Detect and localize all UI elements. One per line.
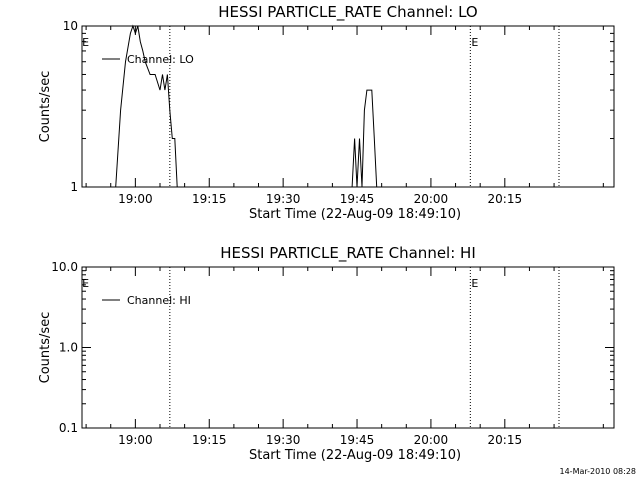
x-tick-label: 19:00: [118, 192, 153, 206]
x-tick-label: 19:15: [192, 433, 227, 447]
chart-title: HESSI PARTICLE_RATE Channel: HI: [220, 244, 476, 263]
panel-hi: HESSI PARTICLE_RATE Channel: HI 0.1 1.0 10.…: [38, 244, 615, 463]
x-tick-label: 20:15: [488, 192, 523, 206]
plot-frame: [81, 266, 615, 429]
y-axis-label: Counts/sec: [38, 312, 53, 384]
x-tick-label: 19:30: [266, 192, 301, 206]
y-tick-label: 0.1: [59, 421, 78, 435]
x-tick-label: 19:00: [118, 433, 153, 447]
legend-label: Channel: LO: [127, 53, 194, 66]
footer-timestamp: 14-Mar-2010 08:28: [560, 467, 637, 476]
y-tick-label: 1.0: [59, 341, 78, 355]
y-tick-label: 10: [63, 19, 78, 33]
x-tick-label: 20:00: [414, 192, 449, 206]
y-axis-label: Counts/sec: [38, 71, 53, 143]
x-tick-label: 19:45: [340, 433, 375, 447]
x-tick-label: 19:45: [340, 192, 375, 206]
y-tick-label: 1: [70, 180, 78, 194]
x-tick-label: 20:15: [488, 433, 523, 447]
panel-lo: HESSI PARTICLE_RATE Channel: LO 1 10 Counts…: [38, 3, 615, 222]
event-marker-label: E: [471, 36, 478, 49]
event-marker-label: E: [82, 277, 89, 290]
x-tick-label: 20:00: [414, 433, 449, 447]
event-marker-label: E: [82, 36, 89, 49]
legend-label: Channel: HI: [127, 294, 191, 307]
chart-title: HESSI PARTICLE_RATE Channel: LO: [218, 3, 477, 22]
plot-frame: [81, 25, 615, 188]
event-marker-label: E: [471, 277, 478, 290]
x-tick-label: 19:15: [192, 192, 227, 206]
y-tick-label: 10.0: [51, 260, 78, 274]
x-axis-label: Start Time (22-Aug-09 18:49:10): [249, 207, 461, 222]
x-axis-label: Start Time (22-Aug-09 18:49:10): [249, 448, 461, 463]
x-tick-label: 19:30: [266, 433, 301, 447]
series-line-Channel: LO: [115, 24, 378, 188]
